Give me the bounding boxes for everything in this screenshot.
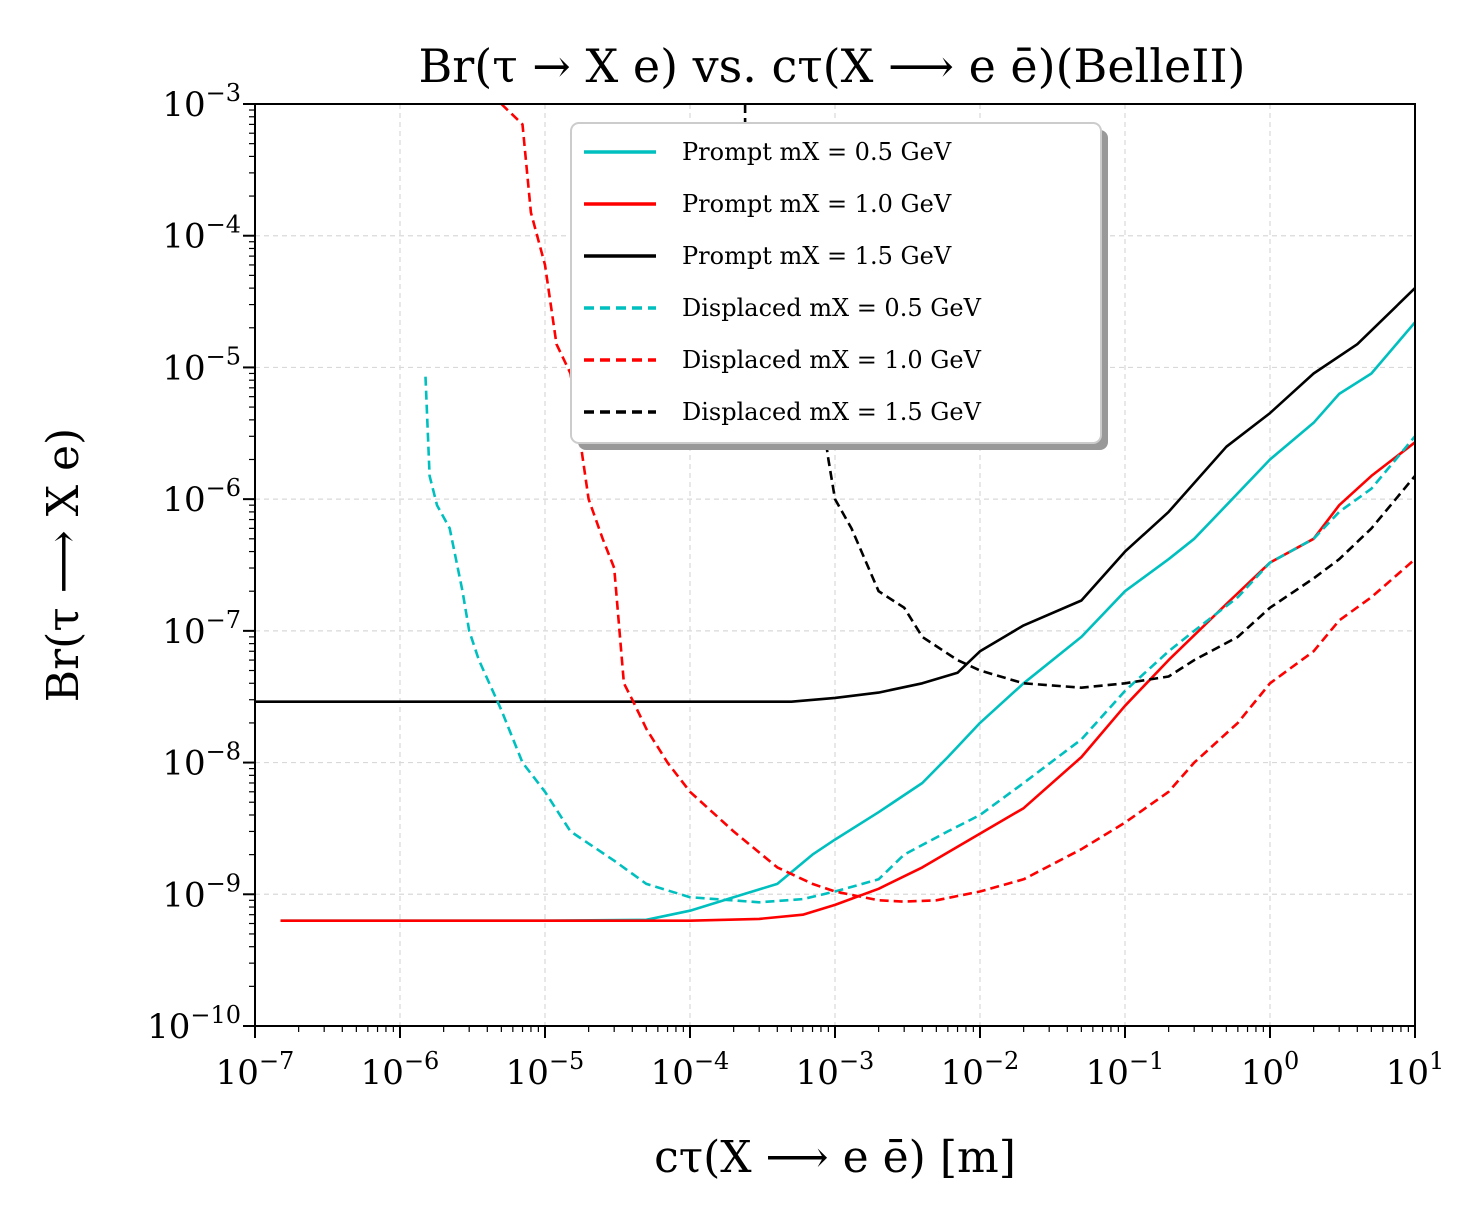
y-tick-label: 10−5 [162, 342, 241, 388]
legend-label-4: Displaced mX = 0.5 GeV [682, 294, 982, 322]
chart-title: Br(τ → X e) vs. cτ(X ⟶ e ē)(BelleII) [419, 39, 1246, 93]
legend-box [570, 122, 1102, 444]
y-tick-label: 10−4 [162, 211, 241, 257]
y-tick-label: 10−7 [162, 606, 241, 652]
series-line-2 [280, 441, 1416, 923]
x-tick-label: 10−2 [941, 1047, 1020, 1093]
y-axis-ticks: 10−10 10−9 10−8 10−7 10−6 10−5 10−4 10−3 [147, 79, 255, 1047]
y-tick-label: 10−3 [162, 79, 241, 125]
x-tick-label: 10−5 [506, 1047, 585, 1093]
series-line-6 [743, 104, 1417, 690]
x-tick-label: 10−7 [216, 1047, 295, 1093]
series-line-4 [424, 376, 1416, 904]
y-tick-label: 10−6 [162, 474, 241, 520]
x-tick-label: 10−3 [796, 1047, 875, 1093]
y-tick-label: 10−10 [147, 1001, 241, 1047]
legend-label-5: Displaced mX = 1.0 GeV [682, 346, 982, 374]
series-line-3 [255, 287, 1416, 704]
series-line-1 [280, 321, 1416, 923]
x-tick-label: 10−6 [361, 1047, 440, 1093]
y-axis-label: Br(τ ⟶ X e) [38, 428, 89, 702]
x-tick-label: 10−4 [651, 1047, 730, 1093]
y-tick-label: 10−9 [162, 869, 241, 915]
x-tick-label: 100 [1241, 1047, 1300, 1093]
x-tick-label: 10−1 [1086, 1047, 1165, 1093]
legend-label-6: Displaced mX = 1.5 GeV [682, 398, 982, 426]
x-axis-ticks: 10−7 10−6 10−5 10−4 10−3 10−2 10−1 100 101 [216, 1026, 1445, 1093]
legend-label-2: Prompt mX = 1.0 GeV [682, 190, 952, 218]
legend-label-3: Prompt mX = 1.5 GeV [682, 242, 952, 270]
legend: Prompt mX = 0.5 GeV Prompt mX = 1.0 GeV Pr… [570, 122, 1108, 450]
x-axis-label: cτ(X ⟶ e ē) [m] [654, 1132, 1016, 1183]
legend-label-1: Prompt mX = 0.5 GeV [682, 138, 952, 166]
y-tick-label: 10−8 [162, 738, 241, 784]
x-tick-label: 101 [1386, 1047, 1445, 1093]
